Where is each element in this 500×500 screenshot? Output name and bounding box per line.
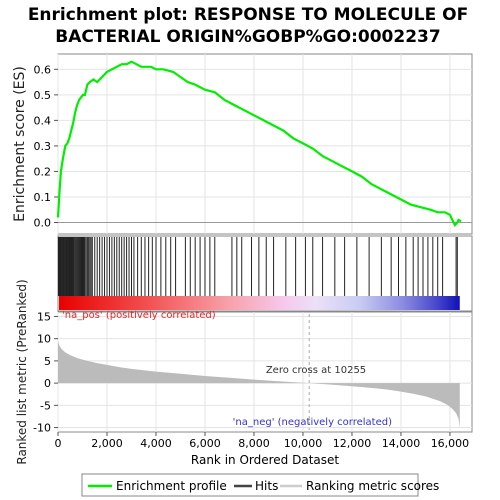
x-tick-label: 0 [55,437,62,450]
legend-label-enrichment-profile: Enrichment profile [116,479,227,493]
es-panel-frame [57,53,473,235]
chart-title-line-2: BACTERIAL ORIGIN%GOBP%GO:0002237 [55,27,440,47]
metric-y-tick-label: -5 [40,399,51,412]
metric-y-tick-label: 0 [44,377,51,390]
metric-y-tick-label: -10 [33,422,51,435]
es-y-axis-label: Enrichment score (ES) [12,66,28,222]
es-y-tick-label: 0.5 [34,89,52,102]
x-axis-ticks: 0 2,000 4,000 6,000 8,000 10,000 12,000 14,000 1… [55,432,470,450]
es-y-tick-label: 0.3 [34,140,52,153]
hit-marks [57,237,458,296]
x-tick-label: 2,000 [91,437,123,450]
x-tick-label: 8,000 [238,437,270,450]
x-tick-label: 12,000 [333,437,372,450]
legend: Enrichment profile Hits Ranking metric s… [81,473,439,497]
metric-y-tick-label: 5 [44,355,51,368]
es-profile-line [56,60,462,228]
x-tick-label: 4,000 [140,437,172,450]
ranking-heatmap-bar [59,296,460,310]
es-y-tick-label: 0.4 [34,114,52,127]
x-axis-label: Rank in Ordered Dataset [191,453,339,467]
x-tick-label: 6,000 [189,437,221,450]
legend-label-hits: Hits [255,479,278,493]
chart-title-line-1: Enrichment plot: RESPONSE TO MOLECULE OF [28,5,468,25]
metric-gridlines [57,312,472,432]
x-tick-label: 16,000 [431,437,470,450]
metric-y-ticks: -10 -5 0 5 10 15 [33,310,58,435]
es-y-tick-label: 0.0 [34,217,52,230]
neg-correlated-label: 'na_neg' (negatively correlated) [233,417,392,428]
pos-correlated-label: 'na_pos' (positively correlated) [62,310,216,321]
es-y-tick-label: 0.6 [34,63,52,76]
es-y-ticks: 0.0 0.1 0.2 0.3 0.4 0.5 0.6 [34,63,58,230]
es-y-tick-label: 0.2 [34,165,52,178]
x-tick-label: 10,000 [284,437,323,450]
x-tick-label: 14,000 [382,437,421,450]
metric-y-tick-label: 15 [37,310,51,323]
legend-label-ranking-metric: Ranking metric scores [306,479,439,493]
zero-cross-label: Zero cross at 10255 [266,365,366,376]
metric-y-axis-label: Ranked list metric (PreRanked) [15,279,29,464]
metric-y-tick-label: 10 [37,333,51,346]
es-y-tick-label: 0.1 [34,191,52,204]
ranking-metric-area [58,340,460,428]
